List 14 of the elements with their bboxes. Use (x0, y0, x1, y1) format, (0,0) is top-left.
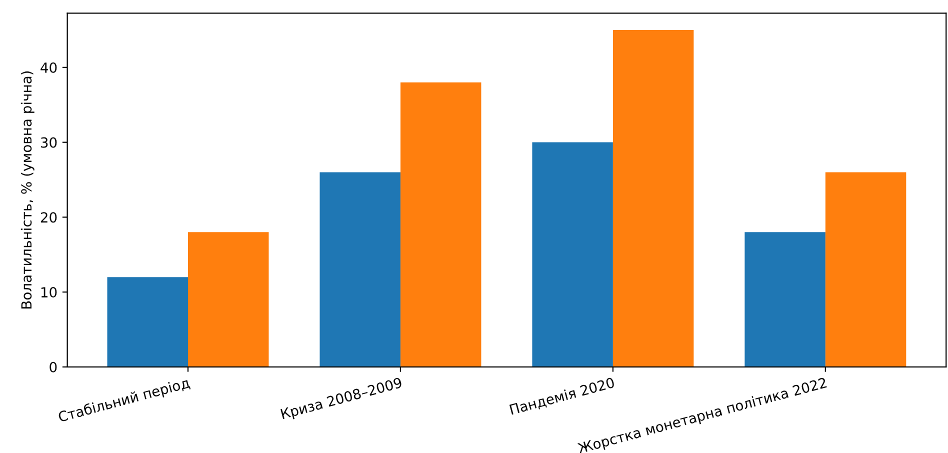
bar (744, 232, 826, 367)
y-tick-label: 30 (40, 137, 57, 148)
bar (107, 277, 188, 367)
bar (825, 172, 906, 367)
bar (320, 172, 400, 367)
y-axis-title: Волатильність, % (умовна річна) (20, 71, 34, 308)
y-tick-label: 0 (50, 362, 57, 372)
bar (188, 232, 269, 367)
bar (612, 30, 694, 367)
y-tick-label: 20 (40, 212, 57, 223)
y-tick-label: 40 (40, 62, 57, 73)
y-tick-label: 10 (41, 287, 57, 298)
bar (400, 82, 482, 367)
bar (532, 142, 613, 367)
